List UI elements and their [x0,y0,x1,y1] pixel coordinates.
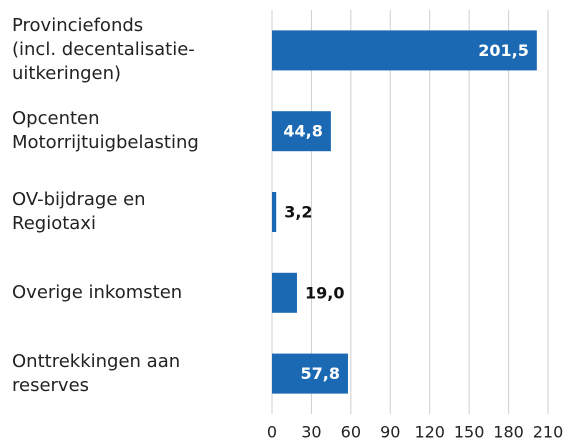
category-label: Opcenten Motorrijtuigbelasting [12,108,199,154]
x-tick-label: 150 [454,423,485,441]
value-label: 57,8 [300,364,339,383]
bar [272,272,297,313]
value-label: 44,8 [283,122,322,141]
value-label: 19,0 [305,283,344,302]
x-tick-label: 180 [493,423,524,441]
bar [272,192,277,232]
value-label: 201,5 [478,41,529,60]
category-label: Overige inkomsten [12,281,183,303]
bar [272,353,348,394]
category-label: OV-bijdrage en Regiotaxi [12,189,146,234]
x-tick-label: 90 [380,423,400,441]
bar [272,30,537,71]
x-tick-label: 120 [414,423,445,441]
x-tick-label: 60 [341,423,361,441]
category-label: Provinciefonds (incl. decentalisatie- ui… [12,15,195,85]
bar [272,111,331,152]
x-tick-label: 0 [267,423,277,441]
category-label: Onttrekkingen aan reserves [12,350,181,396]
x-tick-label: 30 [301,423,321,441]
value-label: 3,2 [284,203,312,222]
x-tick-label: 210 [533,423,564,441]
